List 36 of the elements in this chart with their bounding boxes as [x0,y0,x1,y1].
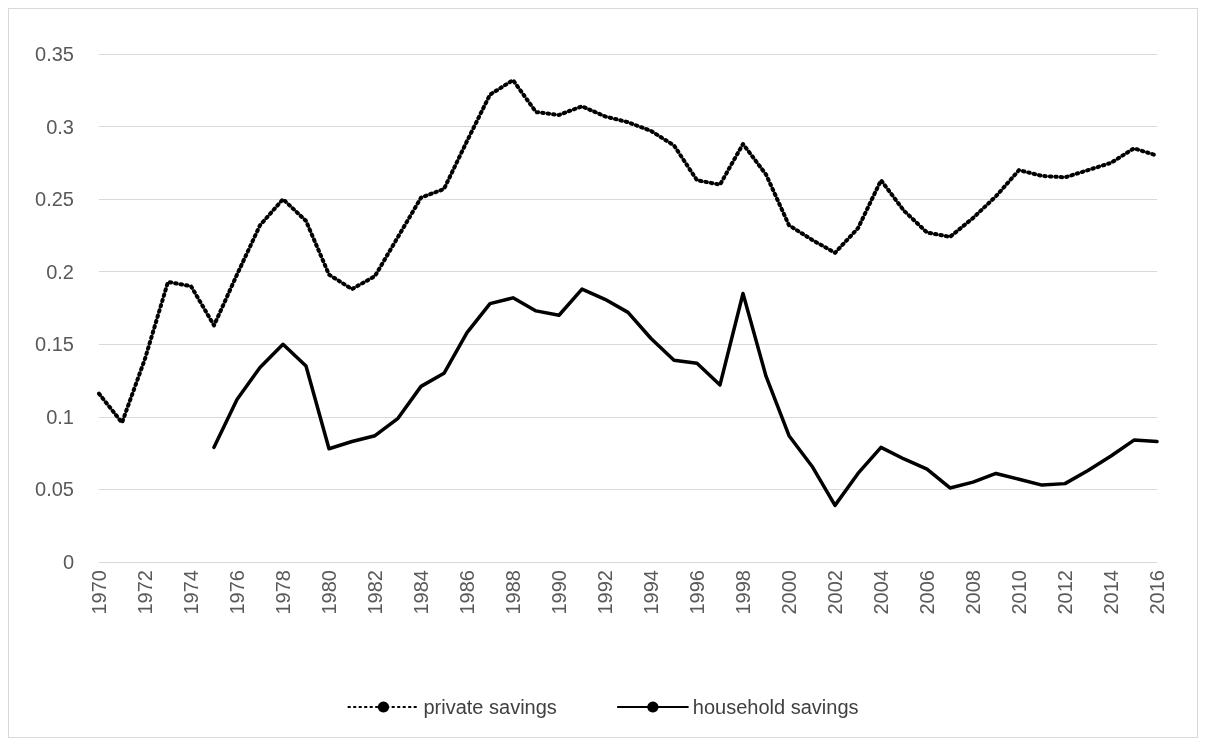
y-tick-label: 0.05 [35,478,74,501]
x-tick-label: 1986 [456,570,478,615]
x-tick-label: 1980 [318,570,340,615]
legend-label: private savings [423,696,557,718]
y-tick-label: 0.1 [46,405,74,428]
x-tick-label: 1978 [272,570,294,615]
x-tick-label: 1972 [134,570,156,615]
x-tick-label: 2000 [778,570,800,615]
x-tick-label: 1994 [640,570,662,615]
x-tick-label: 1992 [594,570,616,615]
y-tick-label: 0.15 [35,333,74,356]
x-tick-label: 1970 [88,570,110,615]
x-tick-label: 2014 [1100,570,1122,615]
x-tick-label: 1984 [410,570,432,615]
x-tick-label: 1974 [180,570,202,615]
x-tick-label: 1988 [502,570,524,615]
y-tick-label: 0.3 [46,115,74,138]
x-tick-label: 2004 [870,570,892,615]
y-tick-label: 0 [62,551,74,573]
x-tick-label: 2012 [1054,570,1076,615]
line-series [212,287,1159,508]
x-tick-label: 2008 [962,570,984,615]
y-tick-label: 0.35 [35,43,74,65]
x-tick-label: 2006 [916,570,938,615]
line-series [97,78,1159,425]
x-tick-label: 1998 [732,570,754,615]
legend-label: household savings [692,696,859,718]
y-tick-label: 0.25 [35,188,74,211]
x-tick-label: 2016 [1146,570,1168,615]
x-tick-label: 2010 [1008,570,1030,615]
x-tick-label: 1976 [226,570,248,615]
x-tick-label: 1990 [548,570,570,615]
y-tick-label: 0.2 [46,260,74,283]
x-tick-label: 1982 [364,570,386,615]
x-tick-label: 2002 [824,570,846,615]
x-tick-label: 1996 [686,570,708,615]
